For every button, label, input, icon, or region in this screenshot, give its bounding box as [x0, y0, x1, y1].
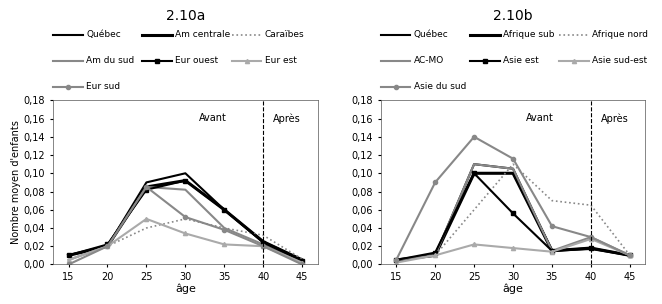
Text: Afrique nord: Afrique nord	[592, 30, 649, 40]
Text: 2.10a: 2.10a	[166, 9, 205, 23]
Y-axis label: Nombre moyen d'enfants: Nombre moyen d'enfants	[11, 120, 21, 244]
Text: Avant: Avant	[199, 113, 226, 123]
Text: Eur est: Eur est	[265, 56, 297, 65]
Text: Eur ouest: Eur ouest	[175, 56, 218, 65]
X-axis label: âge: âge	[175, 284, 196, 294]
Text: Am du sud: Am du sud	[86, 56, 134, 65]
Text: 2.10b: 2.10b	[493, 9, 533, 23]
Text: Eur sud: Eur sud	[86, 82, 120, 91]
Text: Avant: Avant	[526, 113, 554, 123]
X-axis label: âge: âge	[502, 284, 524, 294]
Text: Afrique sub: Afrique sub	[503, 30, 555, 40]
Text: Asie sud-est: Asie sud-est	[592, 56, 647, 65]
Text: Caraïbes: Caraïbes	[265, 30, 305, 40]
Text: Québec: Québec	[86, 30, 120, 40]
Text: Asie est: Asie est	[503, 56, 539, 65]
Text: Québec: Québec	[414, 30, 448, 40]
Text: Après: Après	[273, 113, 301, 124]
Text: Après: Après	[600, 113, 628, 124]
Text: AC-MO: AC-MO	[414, 56, 444, 65]
Text: Asie du sud: Asie du sud	[414, 82, 466, 91]
Text: Am centrale: Am centrale	[175, 30, 230, 40]
